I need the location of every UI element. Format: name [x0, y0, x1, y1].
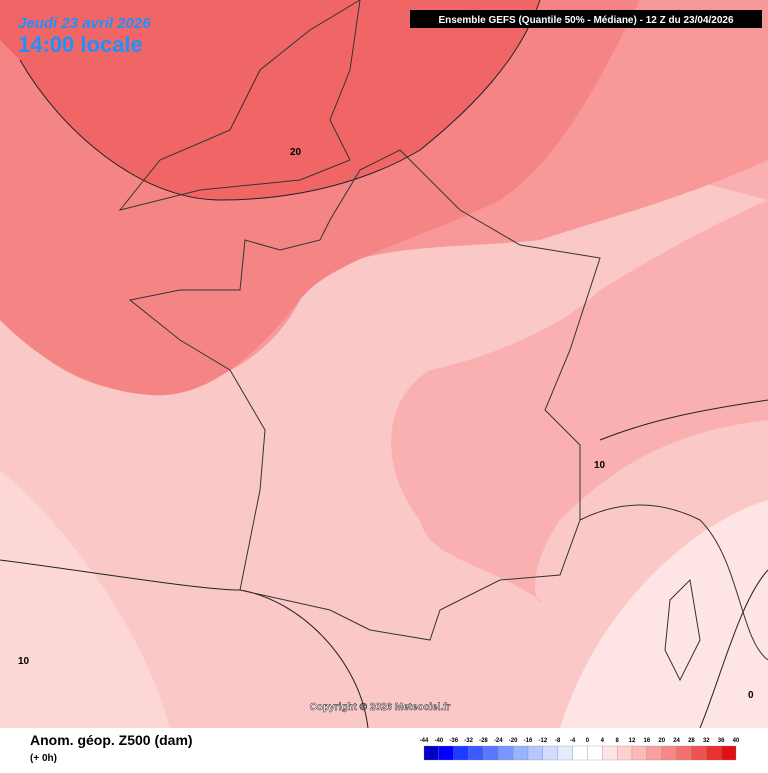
colorbar-cell [557, 745, 573, 761]
colorbar-label: 0 [586, 738, 590, 744]
model-banner [410, 10, 762, 28]
colorbar-cell [542, 745, 558, 761]
contour-label: 10 [18, 656, 30, 667]
colorbar-cell [646, 745, 662, 761]
contour-line [19, 0, 541, 201]
colorbar-cell [616, 745, 633, 761]
colorbar-cell [720, 745, 737, 761]
italy-coast [579, 504, 768, 661]
anomaly-band [0, 0, 768, 602]
france-outline [128, 149, 601, 641]
colorbar-label: 24 [673, 738, 680, 744]
colorbar-cell [602, 745, 618, 761]
colorbar-cell [483, 745, 499, 761]
colorbar-label: 16 [644, 738, 651, 744]
anomaly-band-strong [0, 0, 540, 200]
colorbar-cell [527, 745, 544, 761]
colorbar-label: -32 [464, 738, 473, 744]
copyright: Copyright © 2026 Meteociel.fr [310, 702, 451, 713]
colorbar-cell [631, 745, 648, 761]
colorbar-cell [498, 745, 514, 761]
contour-label: 20 [290, 147, 302, 158]
contour-line [699, 569, 768, 729]
colorbar-label: 12 [629, 738, 636, 744]
colorbar-cell [661, 745, 677, 761]
colorbar-label: 40 [733, 738, 740, 744]
colorbar-label: 28 [688, 738, 695, 744]
date-title: Jeudi 23 avril 2026 [18, 15, 151, 32]
colorbar-cell [587, 745, 603, 761]
time-title: 14:00 locale [18, 32, 143, 57]
colorbar-label: 32 [703, 738, 710, 744]
colorbar-label: -8 [555, 738, 561, 744]
colorbar-label: -24 [494, 738, 503, 744]
colorbar-label: -36 [449, 738, 458, 744]
colorbar-label: -16 [524, 738, 533, 744]
model-text: Ensemble GEFS (Quantile 50% - Médiane) -… [438, 15, 734, 26]
colorbar-label: 36 [718, 738, 725, 744]
contour-line [599, 399, 768, 441]
colorbar-label: -20 [509, 738, 518, 744]
colorbar-cell [706, 745, 722, 761]
england-coast [118, 0, 361, 211]
legend-title: Anom. géop. Z500 (dam) [30, 732, 193, 748]
colorbar-label: -12 [539, 738, 548, 744]
colorbar-cell [423, 745, 440, 761]
contour-label: 0 [748, 690, 754, 701]
anomaly-band-light [560, 500, 768, 728]
colorbar-cell [691, 745, 707, 761]
colorbar-cell [468, 745, 484, 761]
colorbar-label: 8 [615, 738, 619, 744]
colorbar-label: -4 [570, 738, 576, 744]
anomaly-band-light [0, 470, 170, 728]
colorbar-cell [676, 745, 692, 761]
colorbar-label: -28 [479, 738, 488, 744]
colorbar-label: 4 [601, 738, 605, 744]
colorbar-cell [512, 745, 529, 761]
colorbar-label: 20 [658, 738, 665, 744]
colorbar-label: -40 [435, 738, 444, 744]
colorbar-cell [572, 745, 588, 761]
contour-label: 10 [594, 460, 606, 471]
corsica-outline [664, 578, 701, 682]
colorbar-cell [453, 745, 469, 761]
colorbar-label: -44 [420, 738, 429, 744]
colorbar: -44 -40 -36 -32 -28 -24 -20 -16 -12 -8 -4 0 4 8 12 16 20… [420, 738, 740, 761]
colorbar-cell [438, 745, 454, 761]
lead-time: (+ 0h) [30, 753, 57, 764]
